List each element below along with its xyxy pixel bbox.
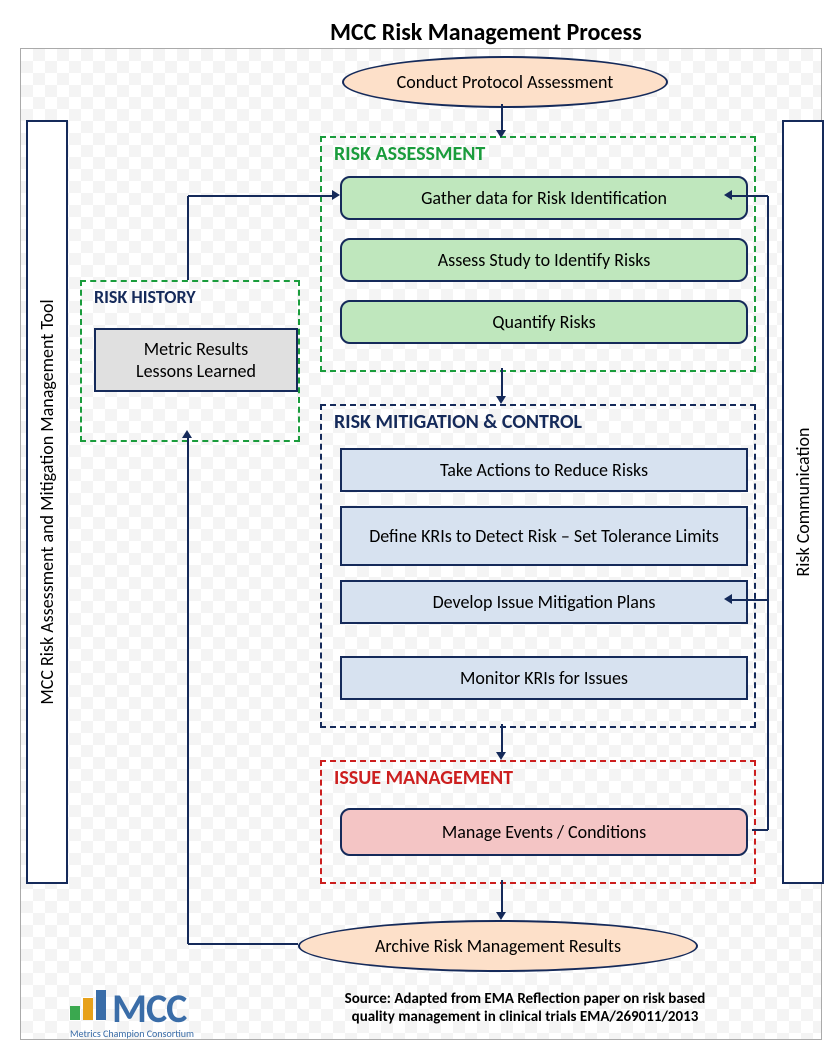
arrow-segment <box>732 599 768 601</box>
step-box: Gather data for Risk Identification <box>340 176 748 220</box>
step-box: Monitor KRIs for Issues <box>340 656 748 700</box>
arrow-segment <box>501 880 503 912</box>
step-box: Take Actions to Reduce Risks <box>340 448 748 492</box>
logo-subtitle: Metrics Champion Consortium <box>70 1027 194 1040</box>
mcc-logo: MCC Metrics Champion Consortium <box>70 984 194 1040</box>
step-box: Assess Study to Identify Risks <box>340 238 748 282</box>
arrow-segment <box>296 195 332 197</box>
ellipse-top-label: Conduct Protocol Assessment <box>397 71 614 93</box>
side-bracket-left: MCC Risk Assessment and Mitigation Manag… <box>26 120 68 884</box>
step-box: Develop Issue Mitigation Plans <box>340 580 748 624</box>
box-metric-results: Metric Results Lessons Learned <box>94 328 298 392</box>
footer-line2: quality management in clinical trials EM… <box>300 1008 750 1026</box>
arrow-head-icon <box>724 190 732 200</box>
arrow-head-icon <box>496 130 506 138</box>
ellipse-bottom-label: Archive Risk Management Results <box>375 935 621 957</box>
arrow-segment <box>188 943 298 945</box>
footer-source: Source: Adapted from EMA Reflection pape… <box>300 990 750 1026</box>
ellipse-conduct-protocol: Conduct Protocol Assessment <box>342 56 668 108</box>
hist-line1: Metric Results <box>136 338 256 360</box>
arrow-head-icon <box>496 396 506 404</box>
ellipse-archive-results: Archive Risk Management Results <box>298 920 698 972</box>
group-title-risk-history: RISK HISTORY <box>94 286 196 308</box>
arrow-segment <box>188 195 296 197</box>
side-bracket-right: Risk Communication <box>782 120 824 884</box>
side-left-label: MCC Risk Assessment and Mitigation Manag… <box>36 299 58 704</box>
arrow-segment <box>501 104 503 130</box>
issue-box-label: Manage Events / Conditions <box>442 821 646 843</box>
arrow-head-icon <box>496 752 506 760</box>
footer-line1: Source: Adapted from EMA Reflection pape… <box>300 990 750 1008</box>
logo-text: MCC <box>112 984 186 1033</box>
arrow-head-icon <box>332 190 340 200</box>
arrow-segment <box>187 196 189 280</box>
step-box: Define KRIs to Detect Risk – Set Toleran… <box>340 506 748 566</box>
arrow-segment <box>767 600 769 830</box>
group-title-issue-management: ISSUE MANAGEMENT <box>334 766 513 790</box>
arrow-segment <box>501 368 503 396</box>
group-title-risk-assessment: RISK ASSESSMENT <box>334 142 485 166</box>
arrow-segment <box>732 195 768 197</box>
group-title-risk-mitigation: RISK MITIGATION & CONTROL <box>334 410 582 434</box>
side-right-label: Risk Communication <box>792 428 814 577</box>
arrow-segment <box>752 829 768 831</box>
arrow-segment <box>187 438 189 944</box>
arrow-segment <box>767 196 769 600</box>
arrow-head-icon <box>724 594 732 604</box>
step-box: Quantify Risks <box>340 300 748 344</box>
arrow-head-icon <box>182 430 192 438</box>
arrow-head-icon <box>496 912 506 920</box>
arrow-segment <box>501 724 503 752</box>
page-title: MCC Risk Management Process <box>330 18 642 47</box>
hist-line2: Lessons Learned <box>136 360 256 382</box>
box-manage-events: Manage Events / Conditions <box>340 808 748 856</box>
logo-bars-icon <box>70 990 106 1020</box>
